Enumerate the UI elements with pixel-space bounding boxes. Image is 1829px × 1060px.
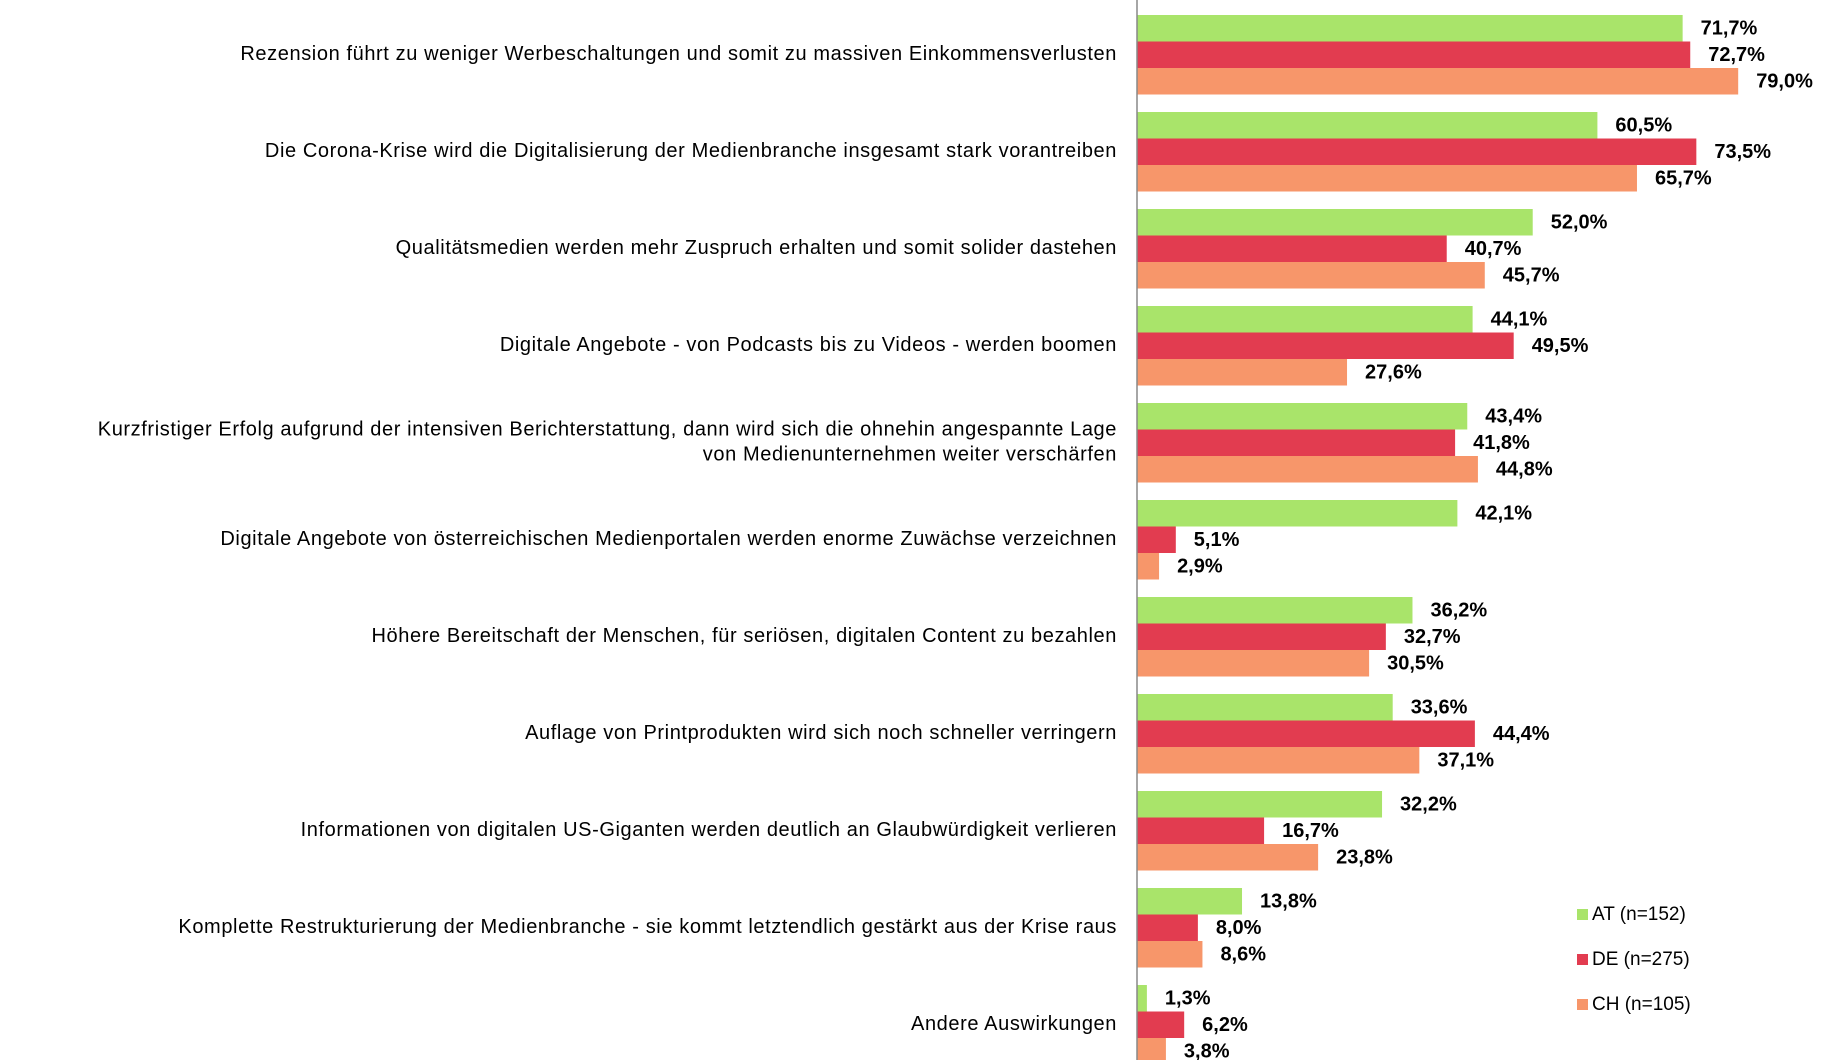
bar — [1137, 597, 1413, 624]
value-label: 65,7% — [1655, 168, 1712, 190]
bar — [1137, 526, 1176, 553]
value-label: 13,8% — [1260, 891, 1317, 913]
category-label: Informationen von digitalen US-Giganten … — [301, 819, 1117, 841]
bar — [1137, 985, 1147, 1012]
bar — [1137, 941, 1203, 968]
bar — [1137, 914, 1198, 941]
value-label: 5,1% — [1194, 529, 1240, 551]
bar — [1137, 262, 1485, 289]
value-label: 71,7% — [1701, 18, 1758, 40]
bar — [1137, 209, 1533, 236]
bar — [1137, 359, 1348, 386]
value-label: 16,7% — [1282, 820, 1339, 842]
value-label: 60,5% — [1615, 115, 1672, 137]
bar — [1137, 68, 1739, 95]
category-label: Auflage von Printprodukten wird sich noc… — [525, 722, 1117, 744]
bar — [1137, 15, 1683, 42]
value-label: 72,7% — [1708, 44, 1765, 66]
value-label: 1,3% — [1165, 988, 1211, 1010]
bar — [1137, 306, 1473, 333]
value-label: 8,0% — [1216, 917, 1262, 939]
value-label: 40,7% — [1465, 238, 1522, 260]
bar — [1137, 429, 1456, 456]
category-label: Höhere Bereitschaft der Menschen, für se… — [372, 625, 1118, 647]
bar — [1137, 791, 1383, 818]
bar — [1137, 165, 1637, 192]
value-label: 44,1% — [1491, 309, 1548, 331]
bar — [1137, 1011, 1185, 1038]
category-label: Digitale Angebote - von Podcasts bis zu … — [500, 334, 1117, 356]
value-label: 52,0% — [1551, 212, 1608, 234]
bar — [1137, 138, 1697, 165]
bar — [1137, 817, 1265, 844]
category-label: Die Corona-Krise wird die Digitalisierun… — [265, 140, 1117, 162]
value-label: 30,5% — [1387, 653, 1444, 675]
category-label: von Medienunternehmen weiter verschärfen — [703, 444, 1117, 466]
value-label: 79,0% — [1756, 71, 1813, 93]
bar — [1137, 1038, 1166, 1060]
legend-swatch — [1577, 999, 1588, 1010]
legend-swatch — [1577, 954, 1588, 965]
bar — [1137, 235, 1447, 262]
bar — [1137, 500, 1458, 527]
value-label: 73,5% — [1714, 141, 1771, 163]
value-label: 37,1% — [1437, 750, 1494, 772]
value-label: 23,8% — [1336, 847, 1393, 869]
value-label: 27,6% — [1365, 362, 1422, 384]
value-label: 43,4% — [1485, 406, 1542, 428]
category-label: Qualitätsmedien werden mehr Zuspruch erh… — [396, 237, 1117, 259]
category-label: Kurzfristiger Erfolg aufgrund der intens… — [98, 419, 1117, 441]
value-label: 36,2% — [1430, 600, 1487, 622]
value-label: 44,8% — [1496, 459, 1553, 481]
bar — [1137, 720, 1475, 747]
value-label: 49,5% — [1532, 335, 1589, 357]
category-label: Rezension führt zu weniger Werbeschaltun… — [240, 43, 1117, 65]
bar — [1137, 403, 1468, 430]
bar — [1137, 694, 1393, 721]
legend-label: AT (n=152) — [1592, 904, 1686, 925]
bar — [1137, 623, 1386, 650]
value-label: 6,2% — [1202, 1014, 1248, 1036]
value-label: 3,8% — [1184, 1041, 1230, 1060]
bar — [1137, 747, 1420, 774]
bar — [1137, 888, 1243, 915]
bar — [1137, 456, 1478, 483]
bar — [1137, 844, 1319, 871]
value-label: 8,6% — [1220, 944, 1266, 966]
bar — [1137, 41, 1691, 68]
bar — [1137, 112, 1598, 139]
value-label: 2,9% — [1177, 556, 1223, 578]
category-label: Digitale Angebote von österreichischen M… — [220, 528, 1117, 550]
legend-swatch — [1577, 909, 1588, 920]
legend-label: DE (n=275) — [1592, 949, 1690, 970]
category-label: Komplette Restrukturierung der Medienbra… — [178, 916, 1117, 938]
value-label: 45,7% — [1503, 265, 1560, 287]
value-label: 44,4% — [1493, 723, 1550, 745]
value-label: 42,1% — [1475, 503, 1532, 525]
bar — [1137, 650, 1370, 677]
legend-label: CH (n=105) — [1592, 994, 1691, 1015]
bar — [1137, 332, 1514, 359]
category-label: Andere Auswirkungen — [911, 1013, 1117, 1035]
value-label: 32,7% — [1404, 626, 1461, 648]
value-label: 33,6% — [1411, 697, 1468, 719]
value-label: 32,2% — [1400, 794, 1457, 816]
value-label: 41,8% — [1473, 432, 1530, 454]
bar — [1137, 553, 1160, 580]
